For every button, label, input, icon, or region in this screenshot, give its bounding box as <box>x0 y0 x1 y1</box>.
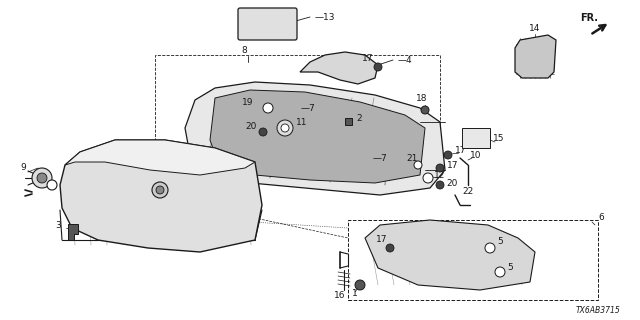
Circle shape <box>485 243 495 253</box>
Text: —13: —13 <box>315 12 335 21</box>
Circle shape <box>281 124 289 132</box>
Text: 9: 9 <box>20 163 26 172</box>
Text: —4: —4 <box>398 55 413 65</box>
Circle shape <box>423 173 433 183</box>
Circle shape <box>355 280 365 290</box>
Text: 5: 5 <box>507 263 513 273</box>
Circle shape <box>436 164 444 172</box>
Polygon shape <box>300 52 378 84</box>
Text: 14: 14 <box>529 23 541 33</box>
Circle shape <box>259 128 267 136</box>
Polygon shape <box>60 140 262 252</box>
Text: 11: 11 <box>296 117 307 126</box>
Text: 20: 20 <box>245 122 257 131</box>
Circle shape <box>32 168 52 188</box>
Text: 1: 1 <box>352 289 358 298</box>
Text: 17: 17 <box>362 53 374 62</box>
Text: 20: 20 <box>446 179 458 188</box>
Text: 15: 15 <box>493 133 504 142</box>
Polygon shape <box>345 118 352 125</box>
Text: 16: 16 <box>334 292 346 300</box>
Circle shape <box>37 173 47 183</box>
Text: TX6AB3715: TX6AB3715 <box>575 306 620 315</box>
Polygon shape <box>65 140 255 175</box>
Text: 2: 2 <box>356 114 362 123</box>
Text: 22: 22 <box>462 188 473 196</box>
Circle shape <box>277 120 293 136</box>
FancyBboxPatch shape <box>238 8 297 40</box>
Circle shape <box>156 186 164 194</box>
Text: 17: 17 <box>376 236 387 244</box>
Circle shape <box>152 182 168 198</box>
Circle shape <box>436 181 444 189</box>
Polygon shape <box>185 82 445 195</box>
Circle shape <box>495 267 505 277</box>
Text: 5: 5 <box>497 237 503 246</box>
Text: 3: 3 <box>55 220 61 229</box>
Text: —7: —7 <box>301 103 316 113</box>
Text: FR.: FR. <box>580 13 598 23</box>
Circle shape <box>444 151 452 159</box>
Bar <box>348 220 598 300</box>
Text: 12: 12 <box>434 171 445 180</box>
Text: —7: —7 <box>373 154 388 163</box>
Text: 6: 6 <box>598 213 604 222</box>
Text: 10: 10 <box>470 150 481 159</box>
Polygon shape <box>515 35 556 78</box>
Text: 21: 21 <box>406 154 417 163</box>
Polygon shape <box>68 224 78 240</box>
Bar <box>462 128 490 148</box>
Polygon shape <box>210 90 425 183</box>
Circle shape <box>47 180 57 190</box>
Circle shape <box>421 106 429 114</box>
Circle shape <box>263 103 273 113</box>
Bar <box>155 55 440 175</box>
Polygon shape <box>365 220 535 290</box>
Text: 17: 17 <box>455 146 467 155</box>
Text: 8: 8 <box>241 45 247 54</box>
Text: 19: 19 <box>242 98 253 107</box>
Text: 18: 18 <box>416 93 428 102</box>
Circle shape <box>414 161 422 169</box>
Circle shape <box>374 63 382 71</box>
Circle shape <box>386 244 394 252</box>
Text: 17: 17 <box>447 161 458 170</box>
